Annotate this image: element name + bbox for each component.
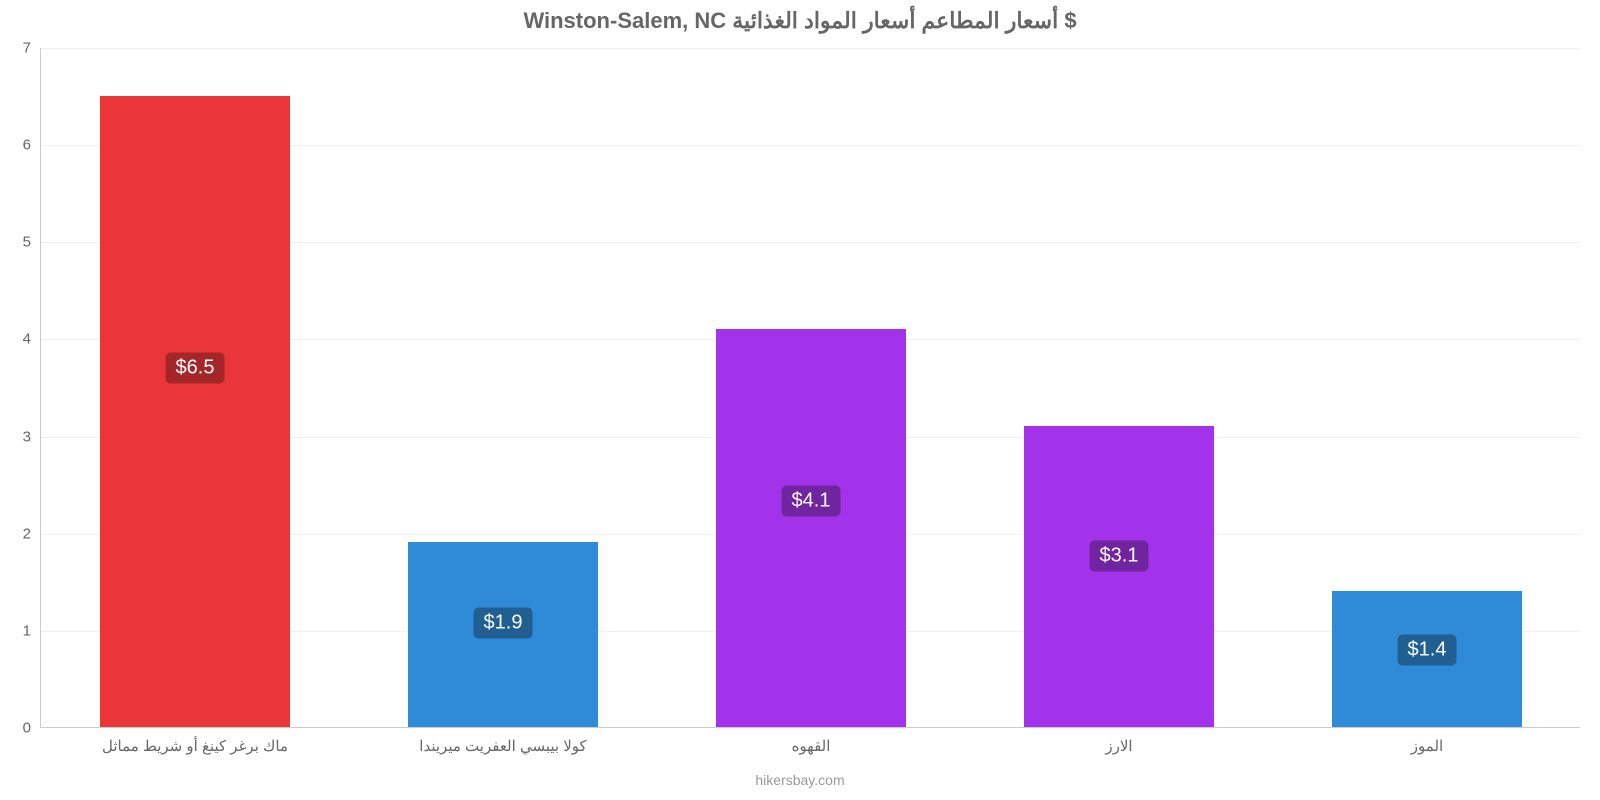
gridline (41, 48, 1580, 49)
value-label: $6.5 (166, 353, 225, 384)
ytick-label: 2 (23, 525, 41, 542)
xtick-label: القهوه (792, 727, 831, 755)
plot-area: 01234567$6.5ماك برغر كينغ أو شريط مماثل$… (40, 48, 1580, 728)
xtick-label: ماك برغر كينغ أو شريط مماثل (102, 727, 288, 755)
value-label: $1.9 (474, 607, 533, 638)
xtick-label: الموز (1411, 727, 1443, 755)
ytick-label: 0 (23, 720, 41, 737)
bar (100, 96, 291, 727)
ytick-label: 5 (23, 234, 41, 251)
chart-title: Winston-Salem, NC أسعار المطاعم أسعار ال… (0, 8, 1600, 34)
value-label: $4.1 (782, 485, 841, 516)
value-label: $1.4 (1398, 635, 1457, 666)
xtick-label: الارز (1105, 727, 1132, 755)
ytick-label: 7 (23, 40, 41, 57)
ytick-label: 1 (23, 622, 41, 639)
xtick-label: كولا بيبسي العفريت ميريندا (419, 727, 586, 755)
chart-container: Winston-Salem, NC أسعار المطاعم أسعار ال… (0, 0, 1600, 800)
bar (716, 329, 907, 727)
ytick-label: 3 (23, 428, 41, 445)
chart-footer: hikersbay.com (0, 772, 1600, 788)
ytick-label: 6 (23, 137, 41, 154)
ytick-label: 4 (23, 331, 41, 348)
value-label: $3.1 (1090, 541, 1149, 572)
bar (1024, 426, 1215, 727)
